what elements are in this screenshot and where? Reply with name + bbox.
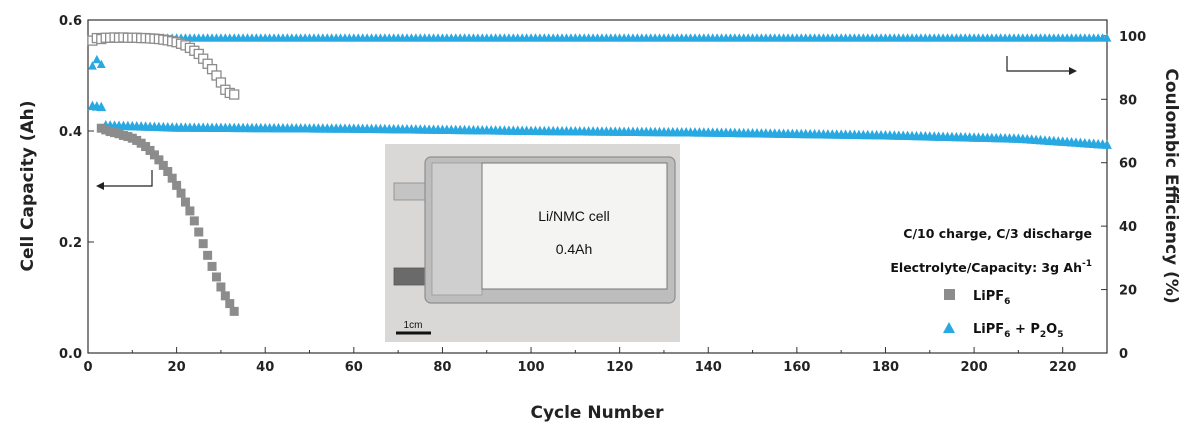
lipf6-capacity-point xyxy=(220,291,230,301)
lipf6-capacity-point xyxy=(198,239,208,249)
y-right-tick-label: 0 xyxy=(1119,347,1128,362)
y-axis-left: 0.0 0.2 0.4 0.6 xyxy=(59,14,94,362)
x-axis: 0 20 40 60 80 100 120 140 160 180 200 220 xyxy=(83,347,1076,375)
lipf6-capacity-point xyxy=(229,306,239,316)
lipf6-capacity-point xyxy=(180,197,190,207)
lipf6-capacity-point xyxy=(176,188,186,198)
lipf6-capacity-point xyxy=(149,150,159,160)
y-right-tick-label: 60 xyxy=(1119,157,1137,172)
p2o5-efficiency-point xyxy=(92,54,102,64)
lipf6-efficiency-point xyxy=(229,89,240,100)
annotation-electrolyte: Electrolyte/Capacity: 3g Ah-1 xyxy=(890,259,1092,275)
y-right-tick-label: 20 xyxy=(1119,284,1137,299)
inset-label-line2: 0.4Ah xyxy=(556,241,593,257)
x-tick-label: 40 xyxy=(256,360,274,375)
lipf6-capacity-point xyxy=(167,173,177,183)
p2o5-efficiency-point xyxy=(1102,33,1112,42)
x-axis-title: Cycle Number xyxy=(530,403,664,423)
y-left-tick-label: 0.2 xyxy=(59,236,82,251)
p2o5-capacity-point xyxy=(96,101,107,112)
left-axis-arrow xyxy=(96,170,153,190)
legend-label-p2o5: LiPF6 + P2O5 xyxy=(973,322,1064,340)
annotation-rate: C/10 charge, C/3 discharge xyxy=(903,226,1092,241)
x-tick-label: 180 xyxy=(872,360,899,375)
lipf6-capacity-point xyxy=(194,227,204,237)
y-right-tick-label: 40 xyxy=(1119,220,1137,235)
x-tick-label: 80 xyxy=(433,360,451,375)
series-lipf6-capacity xyxy=(96,123,239,316)
lipf6-capacity-point xyxy=(203,250,213,260)
y-axis-right-title: Coulombic Efficiency (%) xyxy=(1161,68,1181,303)
y-axis-right: 0 20 40 60 80 100 xyxy=(1101,30,1146,362)
lipf6-capacity-point xyxy=(225,299,235,309)
series-p2o5-efficiency xyxy=(88,32,1112,70)
right-axis-arrow xyxy=(1006,56,1077,75)
x-tick-label: 140 xyxy=(695,360,722,375)
legend-marker-lipf6 xyxy=(944,289,955,300)
y-left-tick-label: 0.0 xyxy=(59,347,82,362)
x-tick-label: 0 xyxy=(83,360,92,375)
inset-photo: Li/NMC cell 0.4Ah 1cm xyxy=(385,144,680,342)
scale-bar-label: 1cm xyxy=(404,320,423,331)
x-tick-label: 200 xyxy=(961,360,988,375)
lipf6-capacity-point xyxy=(216,282,226,292)
p2o5-efficiency-point xyxy=(96,59,106,68)
series-lipf6-efficiency xyxy=(87,32,240,100)
y-axis-left-title: Cell Capacity (Ah) xyxy=(18,101,38,272)
lipf6-capacity-point xyxy=(207,261,217,271)
y-right-tick-label: 80 xyxy=(1119,93,1137,108)
cell-label xyxy=(481,162,668,290)
p2o5-efficiency-point xyxy=(88,61,97,70)
plot-frame xyxy=(87,19,1108,354)
lipf6-capacity-point xyxy=(158,160,168,170)
x-tick-label: 160 xyxy=(783,360,810,375)
p2o5-capacity-point xyxy=(1102,139,1112,149)
lipf6-capacity-point xyxy=(154,155,164,165)
lipf6-capacity-point xyxy=(172,180,182,190)
y-left-tick-label: 0.4 xyxy=(59,125,82,140)
x-tick-label: 220 xyxy=(1049,360,1076,375)
x-tick-label: 20 xyxy=(168,360,186,375)
lipf6-capacity-point xyxy=(211,272,221,282)
lipf6-capacity-point xyxy=(189,216,199,226)
series-p2o5-capacity xyxy=(87,100,1112,149)
lipf6-capacity-point xyxy=(163,167,173,177)
x-tick-label: 100 xyxy=(517,360,544,375)
inset-label-line1: Li/NMC cell xyxy=(538,208,610,224)
x-tick-label: 60 xyxy=(345,360,363,375)
legend-label-lipf6: LiPF6 xyxy=(973,289,1010,307)
legend: LiPF6 LiPF6 + P2O5 xyxy=(943,289,1064,340)
y-right-tick-label: 100 xyxy=(1119,30,1146,45)
legend-marker-p2o5 xyxy=(943,322,955,333)
x-tick-label: 120 xyxy=(606,360,633,375)
y-left-tick-label: 0.6 xyxy=(59,14,82,29)
lipf6-capacity-point xyxy=(185,206,195,216)
